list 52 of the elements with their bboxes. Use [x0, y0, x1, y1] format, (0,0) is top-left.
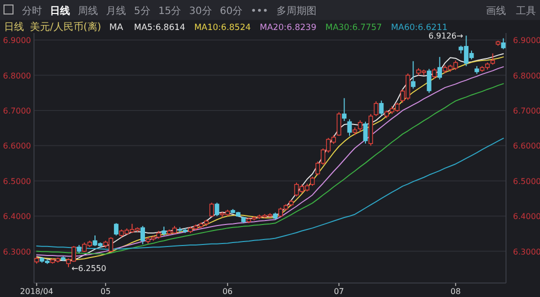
candlestick [490, 52, 495, 66]
candlestick [363, 121, 368, 144]
text: 30分 [189, 5, 212, 17]
candlestick [358, 120, 362, 132]
annotation: 6.9126→ [428, 32, 464, 41]
x-tick-label: 07 [334, 287, 344, 296]
text: 日线 [4, 21, 24, 33]
text: MA60:6.6211 [390, 23, 448, 33]
candlestick [114, 222, 118, 236]
candlestick [437, 56, 442, 80]
y-tick-label: 6.7000 [3, 106, 31, 116]
candlestick [426, 68, 432, 94]
candlestick [374, 100, 378, 117]
candlestick [310, 176, 315, 186]
annotation: MA [109, 23, 124, 33]
y-tick-label: 6.4000 [3, 212, 31, 222]
candlestick [336, 112, 342, 136]
text: 15分 [158, 5, 182, 17]
text: 5分 [134, 5, 150, 17]
text: MA5:6.8614 [134, 23, 186, 33]
y-tick-label: 6.6000 [3, 142, 31, 151]
candlestick [209, 202, 214, 218]
text: MA30:6.7757 [325, 23, 382, 33]
text: 日线 [50, 5, 70, 17]
chart-title: 美元/人民币(离) [30, 21, 102, 33]
x-tick-label: 06 [222, 287, 233, 296]
text: MA10:6.8524 [194, 23, 251, 33]
candlestick [214, 202, 220, 217]
text: 周线 [78, 5, 98, 17]
text: 月线 [106, 5, 126, 17]
candlestick [379, 100, 384, 116]
text: ••• [250, 6, 268, 17]
text: 60分 [220, 5, 243, 17]
y-tick-label: 6.3000 [3, 247, 31, 256]
text: 工具 [516, 6, 536, 17]
candlestick [140, 225, 145, 245]
annotation: ←6.2550 [71, 264, 106, 274]
x-tick-label: 05 [100, 287, 111, 296]
candlestick [342, 98, 347, 122]
text: 多周期图 [276, 5, 316, 17]
y-tick-label: 6.5000 [3, 176, 31, 186]
candlestick [347, 118, 352, 136]
candlestick [501, 38, 506, 50]
x-tick-label: 08 [450, 287, 461, 296]
y-tick-label: 6.8000 [3, 71, 31, 80]
text: MA20:6.8239 [260, 23, 316, 33]
candlestick [432, 68, 437, 80]
candlestick [410, 60, 416, 90]
text: 画线 [486, 5, 506, 17]
x-tick-label: 2018/04 [20, 287, 54, 296]
y-tick-label: 6.9000 [3, 36, 31, 46]
text: 分时 [22, 5, 42, 17]
